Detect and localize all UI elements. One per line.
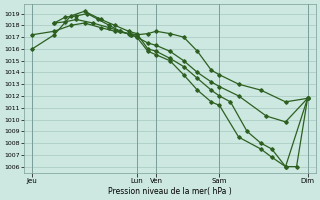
X-axis label: Pression niveau de la mer( hPa ): Pression niveau de la mer( hPa ) (108, 187, 232, 196)
